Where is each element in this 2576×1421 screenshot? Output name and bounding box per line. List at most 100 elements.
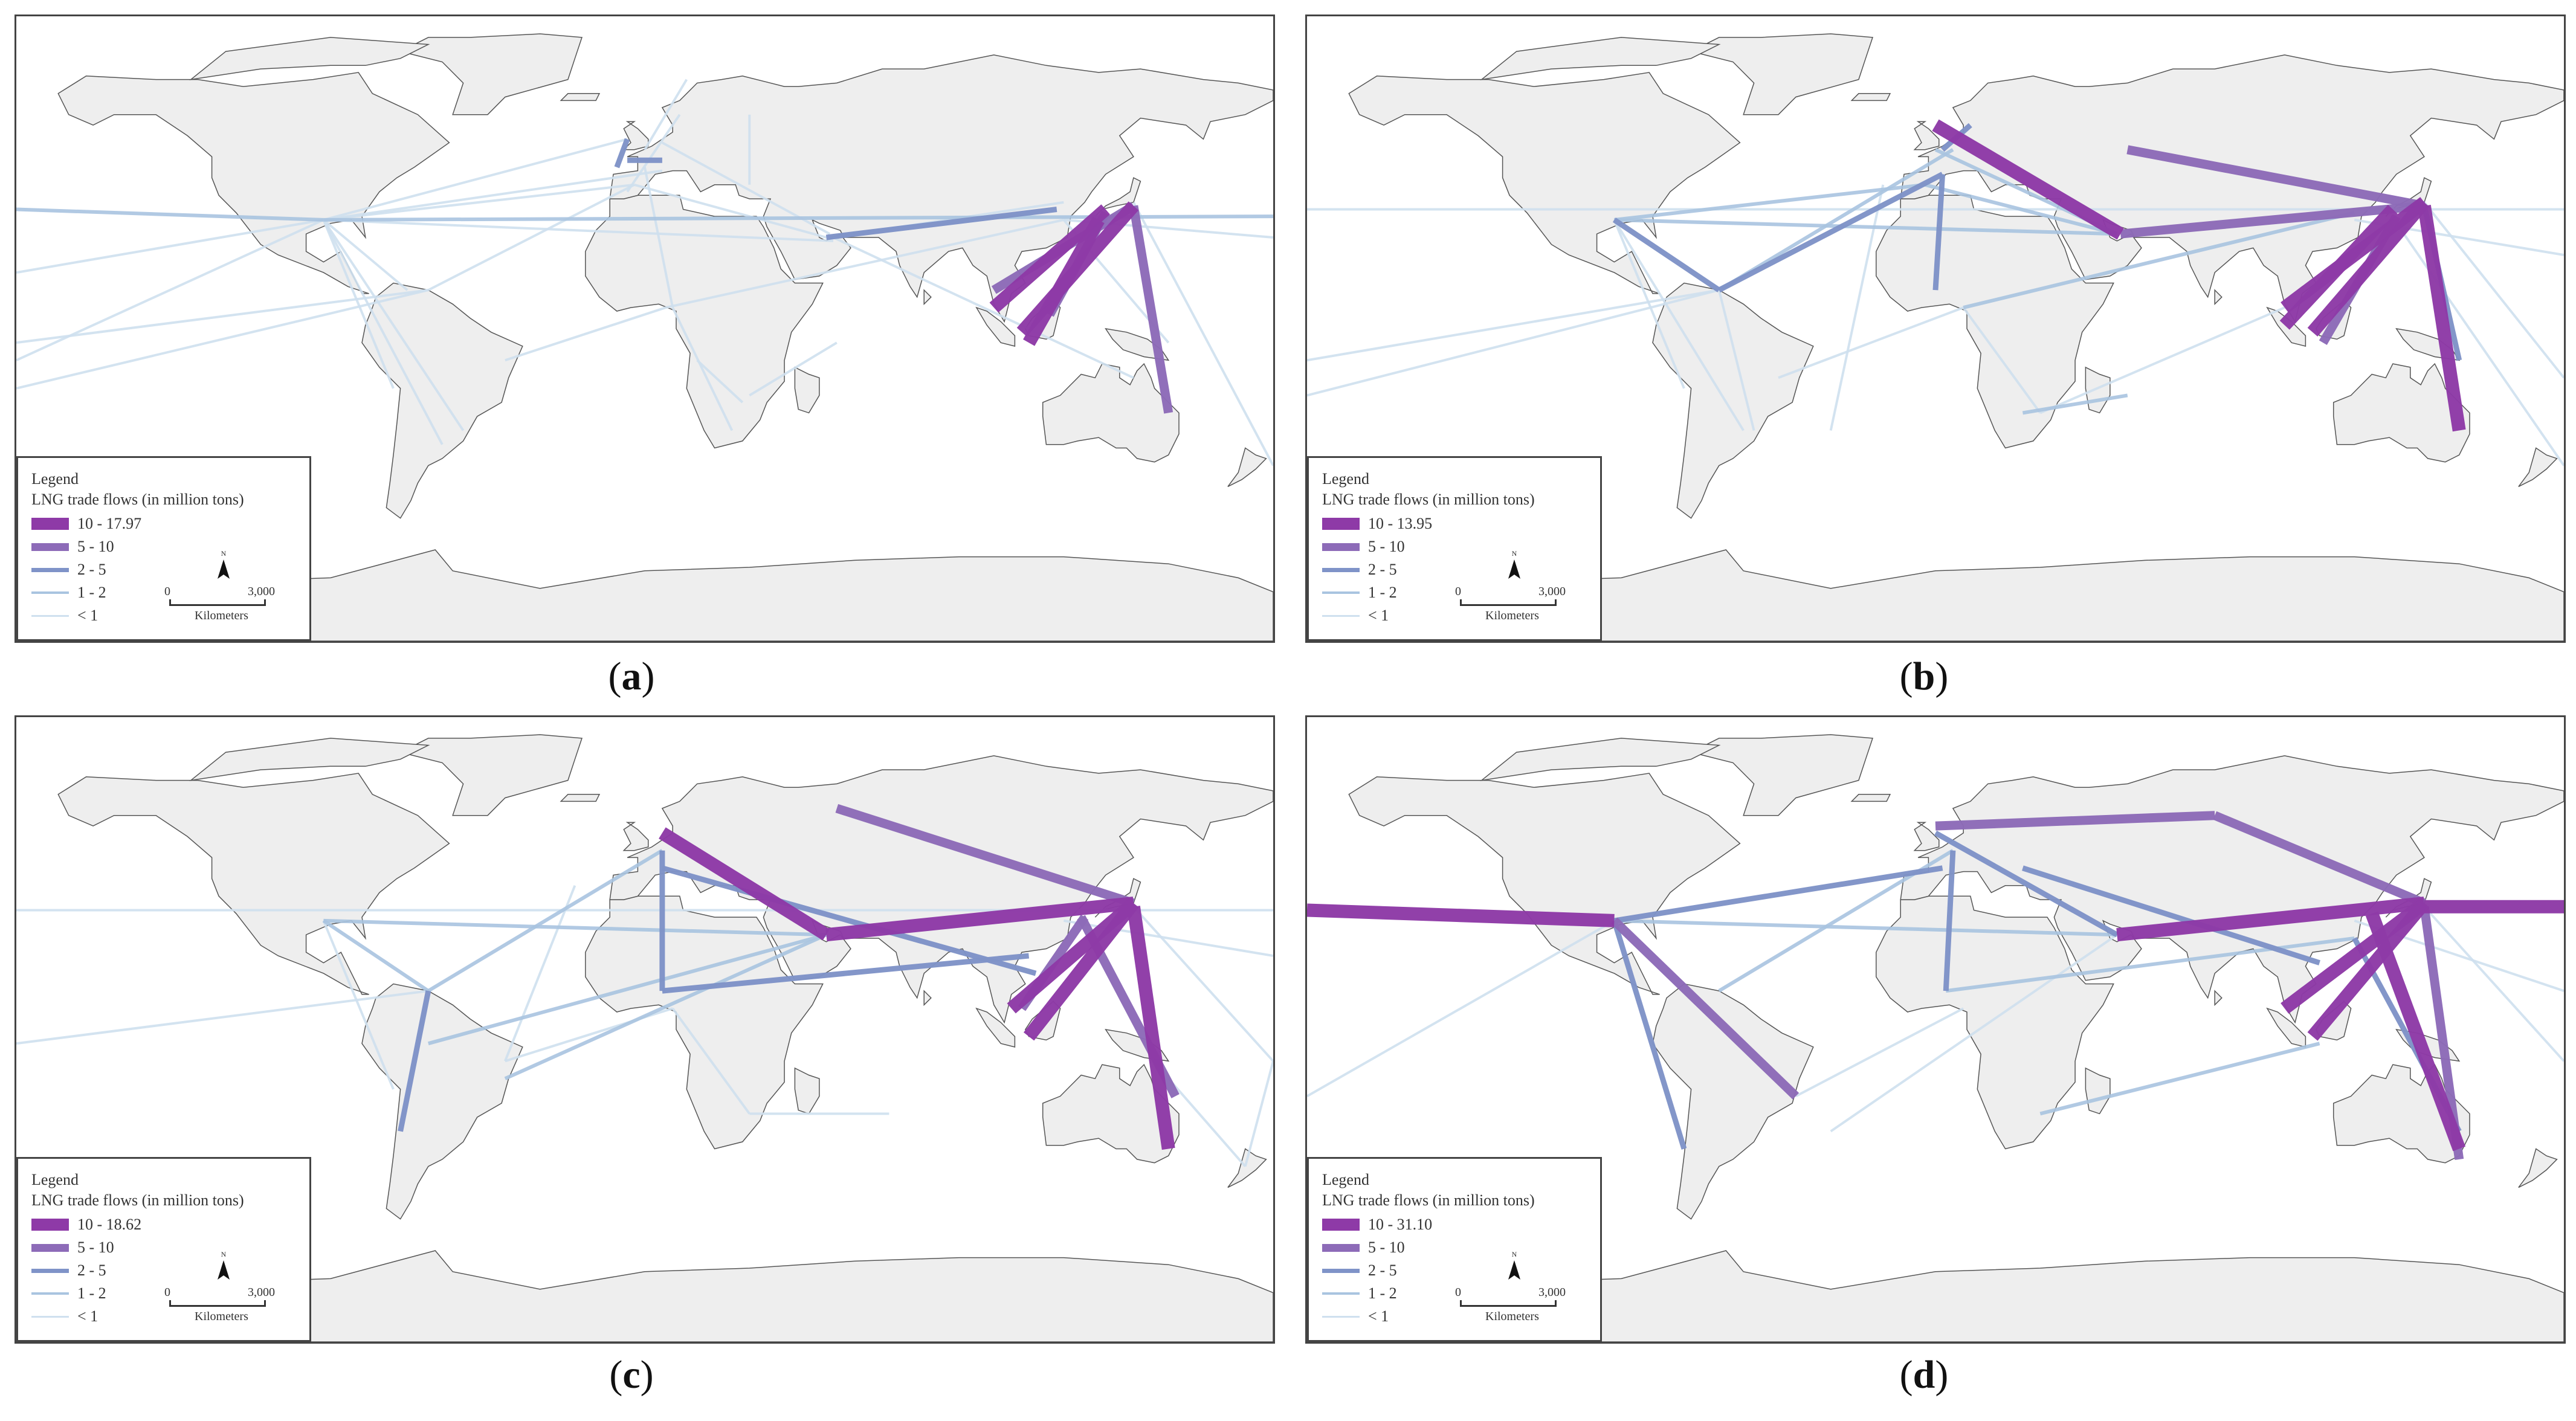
trade-flow-line bbox=[427, 849, 663, 993]
caption-b: (b) bbox=[1899, 654, 1949, 698]
landmass-16 bbox=[923, 289, 932, 306]
map-panel-a: Legend LNG trade flows (in million tons) 1… bbox=[15, 14, 1275, 643]
scale-tick bbox=[169, 599, 171, 606]
trade-flow-line bbox=[2120, 201, 2425, 239]
legend-swatch bbox=[1322, 591, 1360, 594]
legend-class-label: 1 - 2 bbox=[1368, 584, 1397, 602]
trade-flow-line bbox=[1932, 119, 2124, 240]
landmass-5 bbox=[1690, 734, 1874, 816]
trade-flow-line bbox=[696, 359, 744, 404]
trade-flow-line bbox=[661, 865, 1037, 976]
trade-flow-line bbox=[1614, 182, 1926, 222]
legend-swatch bbox=[1322, 1219, 1360, 1231]
landmass-6 bbox=[622, 121, 649, 150]
trade-flow-line bbox=[1718, 148, 1954, 292]
legend-class-label: < 1 bbox=[77, 1307, 98, 1326]
north-label: N bbox=[221, 549, 227, 558]
legend-row: 1 - 2 bbox=[1322, 1283, 1397, 1302]
landmass-15 bbox=[189, 738, 430, 781]
landmass-15 bbox=[1480, 37, 1721, 80]
trade-flow-line bbox=[16, 218, 324, 274]
scale-tick bbox=[264, 1300, 266, 1307]
legend-row: 2 - 5 bbox=[1322, 559, 1397, 578]
scale-zero: 0 bbox=[164, 1286, 170, 1299]
trade-flow-line bbox=[2279, 204, 2398, 330]
legend-swatch bbox=[31, 1219, 69, 1231]
landmass-3 bbox=[1900, 54, 2564, 323]
landmass-16 bbox=[923, 990, 932, 1007]
legend-subtitle: LNG trade flows (in million tons) bbox=[1322, 491, 1535, 508]
trade-flow-line bbox=[2307, 198, 2430, 337]
landmass-1 bbox=[1652, 282, 1814, 519]
landmass-15 bbox=[1480, 738, 1721, 781]
trade-flow-line bbox=[1613, 219, 1745, 431]
landmass-11 bbox=[1105, 327, 1170, 361]
legend-swatch bbox=[31, 567, 69, 572]
trade-flow-line bbox=[16, 990, 429, 1045]
trade-flow-line bbox=[1934, 830, 2119, 938]
scale-zero: 0 bbox=[164, 585, 170, 598]
trade-flow-line bbox=[614, 138, 630, 169]
trade-flow-line bbox=[2039, 306, 2285, 414]
legend-swatch bbox=[31, 1292, 69, 1295]
legend-row: < 1 bbox=[31, 605, 98, 624]
north-label: N bbox=[221, 1250, 227, 1258]
landmass-13 bbox=[2518, 447, 2558, 488]
trade-flow-line bbox=[323, 218, 834, 242]
trade-flow-line bbox=[428, 933, 827, 1046]
legend-row: < 1 bbox=[1322, 605, 1389, 624]
trade-flow-line bbox=[1795, 1007, 1964, 1098]
scale-line bbox=[169, 1305, 266, 1307]
trade-flow-line bbox=[1932, 174, 1946, 291]
landmass-0 bbox=[57, 773, 450, 995]
scale-tick bbox=[169, 1300, 171, 1307]
landmass-8 bbox=[1094, 177, 1141, 217]
legend-class-label: 2 - 5 bbox=[1368, 1262, 1397, 1280]
legend-class-label: 1 - 2 bbox=[77, 1284, 106, 1303]
trade-flow-line bbox=[671, 307, 734, 431]
legend-class-label: 10 - 17.97 bbox=[77, 515, 142, 533]
scale-max: 3,000 bbox=[1538, 585, 1566, 598]
trade-flow-line bbox=[1612, 920, 1687, 1150]
trade-flow-line bbox=[644, 167, 674, 308]
legend-subtitle: LNG trade flows (in million tons) bbox=[31, 1191, 244, 1209]
trade-flow-line bbox=[2213, 811, 2426, 907]
trade-flow-line bbox=[1963, 211, 2355, 310]
trade-flow-line bbox=[1023, 216, 1105, 346]
landmass-13 bbox=[1227, 1148, 1267, 1188]
scale-bar: N 0 3,000 Kilometers bbox=[1454, 1249, 1587, 1323]
trade-flow-line bbox=[323, 138, 628, 221]
legend-swatch bbox=[1322, 614, 1360, 617]
legend-swatch bbox=[31, 591, 69, 594]
trade-flow-line bbox=[2126, 145, 2426, 211]
scale-line bbox=[1460, 604, 1557, 606]
north-arrow-icon: N bbox=[218, 1250, 230, 1280]
trade-flow-line bbox=[1717, 289, 1755, 431]
landmass-1 bbox=[1652, 983, 1814, 1220]
landmass-16 bbox=[2214, 289, 2223, 306]
trade-flow-line bbox=[833, 236, 1134, 379]
landmass-7 bbox=[1850, 794, 1891, 802]
legend-row: 10 - 18.62 bbox=[31, 1214, 141, 1233]
trade-flow-line bbox=[504, 933, 827, 1081]
legend-row: 5 - 10 bbox=[1322, 536, 1405, 555]
landmass-14 bbox=[16, 549, 1273, 641]
trade-flow-line bbox=[749, 341, 838, 397]
legend-class-label: 1 - 2 bbox=[77, 584, 106, 602]
trade-flow-line bbox=[671, 1007, 751, 1115]
trade-flow-line bbox=[1962, 306, 2041, 414]
trade-flow-line bbox=[662, 953, 1030, 994]
landmass-14 bbox=[1307, 1250, 2564, 1342]
trade-flow-line bbox=[1244, 1060, 1273, 1167]
legend-class-label: 5 - 10 bbox=[1368, 1239, 1405, 1257]
trade-flow-line bbox=[1612, 218, 1721, 292]
landmass-0 bbox=[57, 72, 450, 294]
legend-subtitle: LNG trade flows (in million tons) bbox=[31, 491, 244, 508]
legend-row: 10 - 13.95 bbox=[1322, 514, 1432, 532]
trade-flow-line bbox=[323, 169, 663, 221]
trade-flow-line bbox=[1307, 903, 1615, 927]
caption-a: (a) bbox=[608, 654, 655, 698]
scale-max: 3,000 bbox=[248, 585, 275, 598]
landmass-3 bbox=[609, 755, 1273, 1024]
trade-flow-line bbox=[1830, 933, 2118, 1133]
